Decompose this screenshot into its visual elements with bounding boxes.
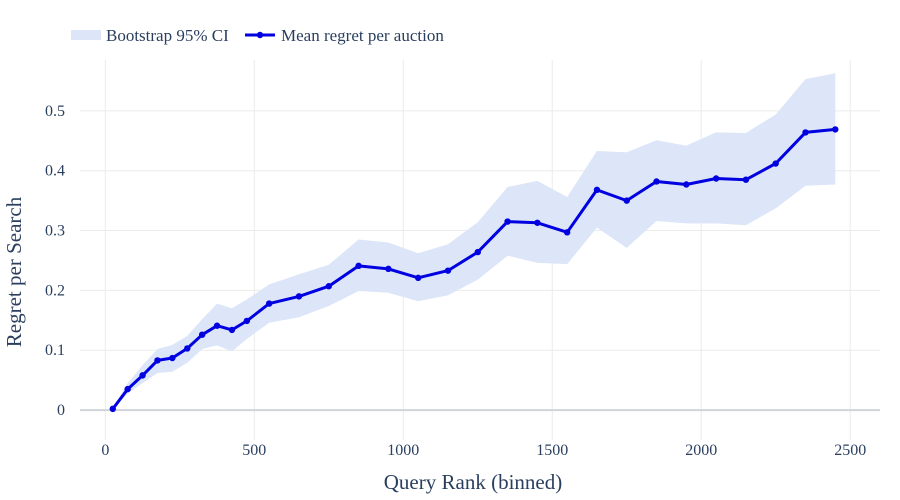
- mean-regret-point[interactable]: [772, 160, 779, 167]
- legend-item-band[interactable]: Bootstrap 95% CI: [71, 26, 229, 45]
- gridlines: [80, 60, 880, 440]
- mean-regret-point[interactable]: [563, 229, 571, 236]
- y-tick-label: 0.1: [45, 342, 65, 359]
- mean-regret-point[interactable]: [295, 293, 303, 300]
- legend-line-marker: [256, 31, 264, 39]
- ci-band: [112, 73, 836, 410]
- x-tick-label: 1000: [387, 442, 419, 459]
- mean-regret-point[interactable]: [139, 372, 146, 379]
- mean-regret-point[interactable]: [832, 126, 839, 133]
- mean-regret-point[interactable]: [213, 322, 221, 329]
- tick-labels: 0 500 1000 1500 2000 2500 0 0.1 0.2 0.3 0.4 0.5: [45, 103, 866, 459]
- mean-regret-point[interactable]: [198, 331, 206, 338]
- legend-band-label: Bootstrap 95% CI: [106, 26, 229, 45]
- mean-regret-point[interactable]: [534, 219, 541, 226]
- y-tick-label: 0.2: [45, 282, 65, 299]
- mean-regret-point[interactable]: [504, 218, 511, 225]
- x-tick-label: 500: [242, 442, 266, 459]
- mean-regret-point[interactable]: [184, 345, 191, 352]
- mean-regret-point[interactable]: [593, 186, 601, 194]
- mean-points-layer: [109, 126, 839, 413]
- mean-regret-point[interactable]: [124, 385, 131, 393]
- legend-line-label: Mean regret per auction: [281, 26, 444, 45]
- y-tick-label: 0.5: [45, 103, 65, 120]
- legend-item-line[interactable]: Mean regret per auction: [245, 26, 444, 45]
- mean-regret-point[interactable]: [653, 178, 660, 185]
- x-tick-label: 2500: [834, 442, 866, 459]
- mean-regret-point[interactable]: [169, 354, 176, 362]
- mean-regret-point[interactable]: [109, 405, 116, 413]
- ci-band-layer: [112, 73, 836, 410]
- y-axis-title: Regret per Search: [2, 196, 26, 347]
- x-tick-label: 1500: [536, 442, 568, 459]
- mean-regret-point[interactable]: [228, 326, 236, 334]
- mean-regret-point[interactable]: [385, 265, 392, 273]
- legend[interactable]: Bootstrap 95% CI Mean regret per auction: [71, 26, 444, 45]
- mean-regret-point[interactable]: [243, 317, 251, 325]
- y-tick-label: 0.4: [45, 163, 65, 180]
- x-tick-label: 0: [101, 442, 109, 459]
- mean-regret-point[interactable]: [355, 262, 362, 270]
- mean-regret-point[interactable]: [414, 274, 422, 282]
- mean-regret-point[interactable]: [683, 181, 690, 188]
- mean-regret-point[interactable]: [444, 267, 452, 274]
- x-axis-title: Query Rank (binned): [384, 470, 562, 494]
- mean-regret-point[interactable]: [325, 283, 332, 290]
- legend-band-swatch: [71, 30, 101, 40]
- mean-regret-point[interactable]: [802, 129, 809, 136]
- mean-regret-point[interactable]: [742, 176, 750, 183]
- mean-regret-point[interactable]: [265, 300, 273, 307]
- mean-regret-point[interactable]: [623, 197, 630, 204]
- y-tick-label: 0.3: [45, 223, 65, 240]
- x-tick-label: 2000: [685, 442, 717, 459]
- mean-regret-point[interactable]: [474, 248, 481, 256]
- y-tick-label: 0: [57, 402, 65, 419]
- mean-regret-point[interactable]: [154, 357, 161, 364]
- mean-regret-point[interactable]: [712, 175, 720, 182]
